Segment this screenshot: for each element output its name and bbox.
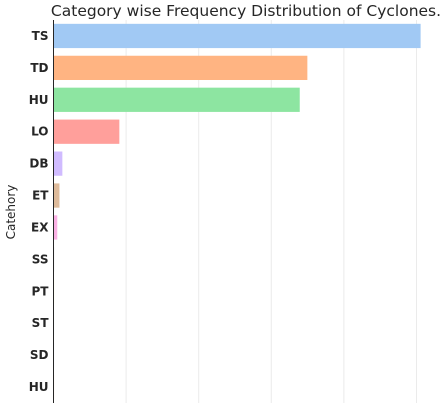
y-axis-label: Catehory <box>4 185 18 240</box>
bar-lo <box>54 119 120 144</box>
y-tick-label: DB <box>29 157 48 171</box>
bar-hu <box>54 87 300 112</box>
y-tick-labels: TS TD HU LO DB ET EX SS PT ST SD HU <box>29 29 50 394</box>
y-tick-label: TD <box>30 61 48 75</box>
y-tick-label: ET <box>32 189 49 203</box>
y-tick-label: SD <box>30 348 49 362</box>
y-tick-label: SS <box>32 252 49 266</box>
y-tick-label: TS <box>32 29 49 43</box>
y-tick-label: LO <box>31 125 48 139</box>
bar-ex <box>54 215 58 240</box>
bar-db <box>54 151 63 176</box>
y-tick-label: ST <box>32 316 50 330</box>
bar-et <box>54 183 60 208</box>
y-tick-label: EX <box>31 220 49 234</box>
bar-td <box>54 55 308 81</box>
y-tick-label: HU <box>29 380 49 394</box>
y-tick-label: HU <box>29 93 49 107</box>
y-tick-label: PT <box>32 284 50 298</box>
bars <box>54 23 421 400</box>
gridlines <box>125 20 417 403</box>
bar-ts <box>54 23 421 49</box>
chart-title: Category wise Frequency Distribution of … <box>51 2 441 20</box>
